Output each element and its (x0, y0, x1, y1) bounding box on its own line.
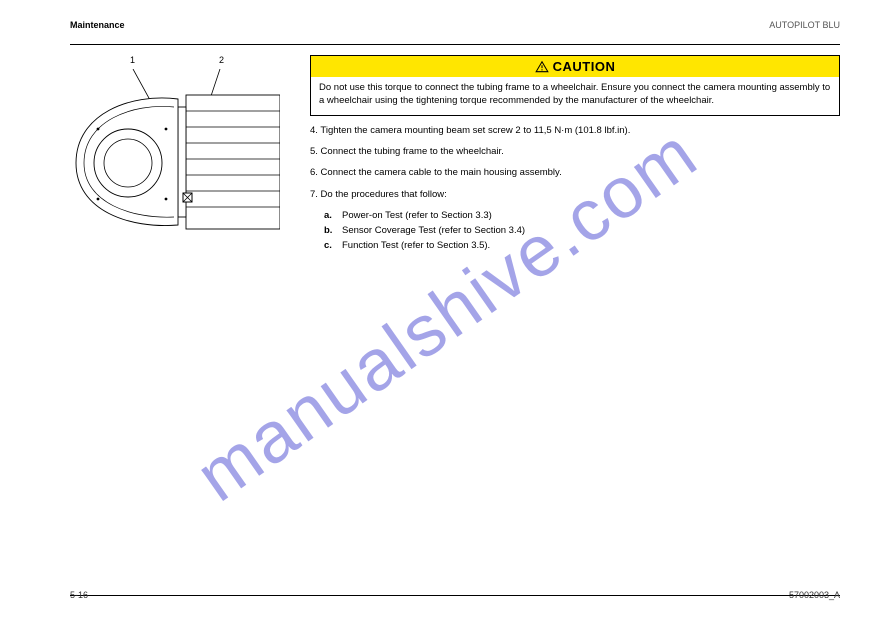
list-item: b. Sensor Coverage Test (refer to Sectio… (324, 224, 840, 237)
sub-key-b: b. (324, 224, 342, 237)
step-4: 4. Tighten the camera mounting beam set … (310, 124, 840, 137)
caution-box: CAUTION Do not use this torque to connec… (310, 55, 840, 116)
right-column: CAUTION Do not use this torque to connec… (310, 55, 840, 255)
left-column: 1 2 (70, 55, 280, 255)
footer-doc: 57002003_A (789, 590, 840, 600)
step-6: 6. Connect the camera cable to the main … (310, 166, 840, 179)
main-columns: 1 2 (70, 55, 840, 255)
step-7-sublist: a. Power-on Test (refer to Section 3.3) … (310, 209, 840, 253)
page: Maintenance AUTOPILOT BLU 1 2 (70, 20, 840, 600)
sub-val-b: Sensor Coverage Test (refer to Section 3… (342, 224, 840, 237)
sub-val-c: Function Test (refer to Section 3.5). (342, 239, 840, 252)
bottom-rule (70, 595, 840, 596)
callout-2: 2 (219, 55, 224, 65)
list-item: a. Power-on Test (refer to Section 3.3) (324, 209, 840, 222)
callout-1: 1 (130, 55, 135, 65)
footer-page: 5-16 (70, 590, 88, 600)
list-item: c. Function Test (refer to Section 3.5). (324, 239, 840, 252)
step-5: 5. Connect the tubing frame to the wheel… (310, 145, 840, 158)
header-product: AUTOPILOT BLU (769, 20, 840, 30)
footer: 5-16 57002003_A (70, 575, 840, 600)
caution-title: CAUTION (553, 59, 616, 74)
sub-key-a: a. (324, 209, 342, 222)
figure-callouts: 1 2 (70, 55, 280, 65)
header: Maintenance AUTOPILOT BLU (70, 20, 840, 40)
warning-icon (535, 60, 549, 74)
top-rule (70, 44, 840, 45)
caution-body: Do not use this torque to connect the tu… (311, 77, 839, 115)
sub-key-c: c. (324, 239, 342, 252)
header-section: Maintenance (70, 20, 125, 30)
sub-val-a: Power-on Test (refer to Section 3.3) (342, 209, 840, 222)
figure (70, 69, 280, 249)
step-7: 7. Do the procedures that follow: (310, 188, 840, 201)
caution-header: CAUTION (311, 56, 839, 77)
